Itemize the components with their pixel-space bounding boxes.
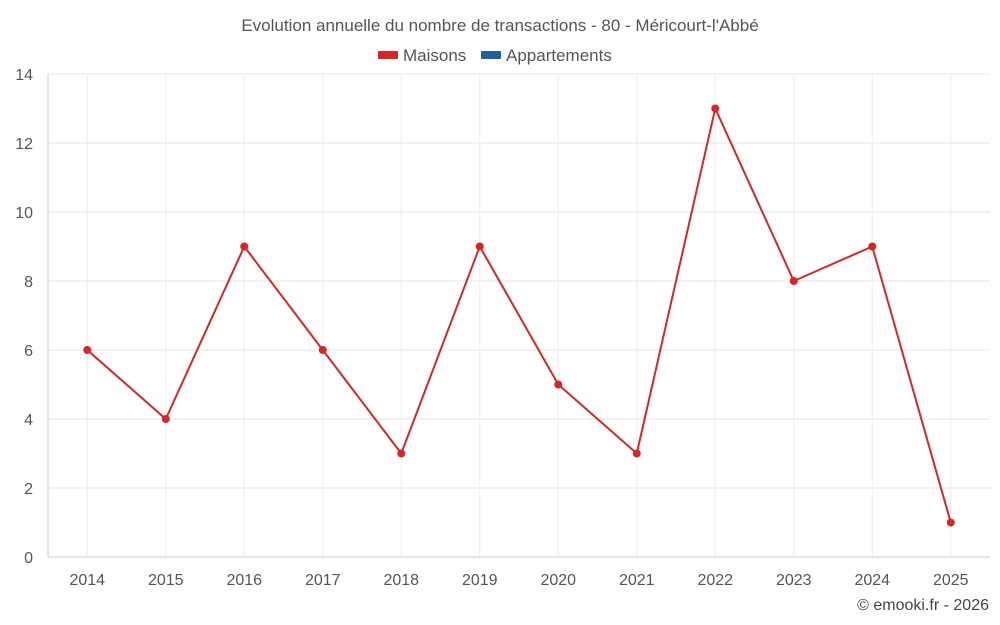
legend-label-appartements: Appartements: [506, 46, 612, 65]
data-point-maisons-2024[interactable]: [868, 242, 877, 251]
y-tick-label: 2: [24, 481, 33, 498]
data-point-maisons-2019[interactable]: [475, 242, 484, 251]
y-tick-label: 0: [24, 550, 33, 567]
y-tick-label: 8: [24, 274, 33, 291]
x-tick-label: 2023: [776, 572, 812, 589]
x-tick-label: 2022: [697, 572, 733, 589]
legend-swatch-appartements: [481, 51, 501, 59]
x-tick-label: 2020: [540, 572, 576, 589]
data-point-maisons-2017[interactable]: [318, 346, 327, 354]
x-tick-label: 2014: [69, 572, 105, 589]
data-point-maisons-2018[interactable]: [397, 449, 406, 458]
y-tick-label: 10: [15, 205, 33, 222]
x-tick-label: 2017: [305, 572, 341, 589]
y-tick-label: 6: [24, 343, 33, 360]
legend-item-maisons[interactable]: Maisons: [378, 46, 466, 65]
credit-text: © emooki.fr - 2026: [857, 597, 989, 614]
series-line-maisons: [86, 107, 952, 523]
grid: [48, 73, 990, 558]
legend: Maisons Appartements: [378, 46, 612, 65]
data-point-maisons-2021[interactable]: [632, 449, 641, 458]
series: [83, 104, 955, 527]
x-tick-label: 2016: [226, 572, 262, 589]
x-tick-label: 2025: [933, 572, 969, 589]
x-tick-label: 2024: [854, 572, 890, 589]
x-tick-label: 2019: [462, 572, 498, 589]
data-point-maisons-2022[interactable]: [711, 104, 720, 113]
chart-title: Evolution annuelle du nombre de transact…: [241, 16, 758, 35]
data-point-maisons-2016[interactable]: [240, 242, 249, 251]
y-tick-label: 12: [15, 136, 33, 153]
data-point-maisons-2023[interactable]: [789, 277, 798, 285]
x-tick-label: 2021: [619, 572, 655, 589]
legend-item-appartements[interactable]: Appartements: [481, 46, 612, 65]
data-point-maisons-2014[interactable]: [83, 346, 92, 354]
legend-label-maisons: Maisons: [403, 46, 466, 65]
x-tick-label: 2018: [383, 572, 419, 589]
axes: 0 2 4 6 8 10 12 14 2014 2015 2016 2017 2018 2019 2020 2…: [15, 67, 990, 589]
data-point-maisons-2020[interactable]: [554, 380, 563, 389]
data-point-maisons-2025[interactable]: [946, 518, 955, 527]
y-tick-label: 4: [24, 412, 33, 429]
data-point-maisons-2015[interactable]: [161, 415, 170, 423]
y-tick-label: 14: [15, 67, 33, 84]
x-tick-label: 2015: [148, 572, 184, 589]
legend-swatch-maisons: [378, 51, 398, 59]
